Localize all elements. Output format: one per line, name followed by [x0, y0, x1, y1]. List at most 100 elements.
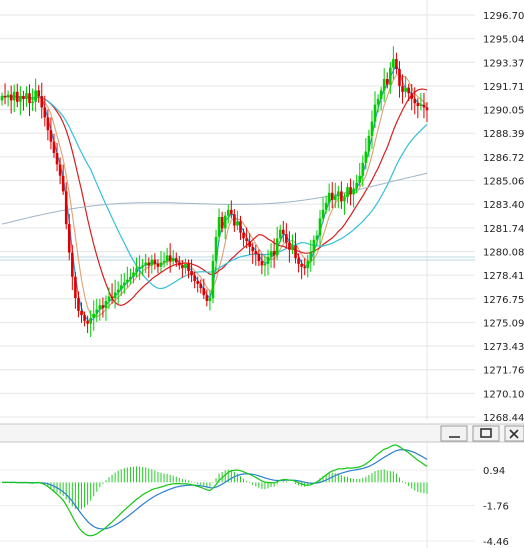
candle-body: [153, 259, 157, 264]
candle-body: [233, 214, 236, 226]
price-tick-label: 1283.40: [483, 200, 524, 211]
candle-body: [77, 298, 80, 311]
candle: [9, 85, 13, 114]
candle: [202, 278, 206, 300]
panel-divider[interactable]: [0, 423, 524, 443]
candle: [141, 258, 144, 276]
candle: [49, 117, 53, 150]
candle-body: [34, 90, 37, 102]
candle: [346, 183, 349, 204]
candle-body: [174, 258, 178, 263]
candle-body: [89, 317, 92, 324]
candle: [324, 195, 328, 214]
candle-body: [12, 91, 16, 101]
candle-body: [156, 263, 160, 267]
candle-body: [55, 152, 59, 165]
candle: [153, 253, 157, 270]
candle: [364, 138, 368, 170]
candle: [156, 259, 160, 274]
restore-icon: [480, 428, 492, 438]
candle: [285, 223, 288, 249]
candle-body: [404, 87, 407, 92]
candle-body: [22, 96, 25, 99]
candle-body: [288, 242, 291, 250]
candle-body: [83, 315, 86, 321]
candle-body: [392, 59, 395, 68]
price-tick-label: 1281.74: [483, 224, 524, 235]
candle-body: [330, 192, 334, 200]
candle: [389, 61, 392, 94]
candle-body: [92, 313, 96, 318]
candle: [361, 155, 365, 187]
candle-body: [352, 188, 355, 195]
candle: [327, 183, 331, 212]
candle: [107, 287, 111, 309]
price-axis: 1296.70 1295.04 1293.37 1291.71 1290.05 1288.…: [483, 11, 524, 424]
candle: [83, 311, 86, 327]
candle-body: [202, 288, 206, 296]
ma-long-line: [1, 95, 428, 290]
candle: [300, 259, 303, 280]
candle: [407, 83, 410, 102]
candle: [288, 231, 291, 263]
macd-lines: [1, 444, 428, 537]
candle: [239, 215, 242, 240]
candle-body: [248, 241, 251, 247]
candle: [236, 210, 239, 231]
candle-body: [123, 282, 126, 286]
candle: [376, 94, 380, 113]
candle: [110, 283, 114, 304]
candle-body: [19, 96, 22, 102]
restore-button[interactable]: [472, 425, 500, 442]
candle: [168, 243, 172, 273]
candle-body: [242, 232, 245, 239]
candle: [251, 242, 255, 264]
candle-body: [135, 268, 138, 273]
candle: [309, 239, 313, 272]
price-tick-label: 1295.04: [483, 35, 524, 46]
candle: [71, 244, 74, 291]
candle: [46, 109, 50, 141]
candle: [269, 243, 273, 268]
candle: [254, 244, 258, 266]
candle: [321, 197, 325, 223]
candle-body: [110, 296, 114, 299]
candle: [330, 182, 334, 209]
candle-body: [205, 295, 209, 301]
candle: [98, 298, 102, 321]
candle-body: [413, 98, 417, 104]
candle-body: [306, 261, 310, 269]
candle: [278, 224, 282, 243]
price-tick-label: 1296.70: [483, 11, 524, 22]
candle: [340, 181, 343, 209]
price-tick-label: 1291.71: [483, 82, 524, 93]
candle: [37, 85, 40, 103]
candle: [395, 52, 398, 75]
candle: [223, 211, 227, 240]
candle-body: [272, 251, 276, 256]
candle: [86, 315, 89, 333]
candle-body: [389, 67, 392, 85]
candle: [333, 182, 337, 209]
minimize-button[interactable]: [440, 425, 468, 442]
close-button[interactable]: [504, 425, 524, 442]
candle-body: [129, 276, 132, 280]
candle: [25, 86, 28, 107]
candle-body: [211, 261, 215, 299]
candle: [343, 193, 346, 215]
candle: [150, 254, 154, 274]
candle: [312, 235, 316, 266]
price-tick-label: 1293.37: [483, 58, 524, 69]
candle: [3, 83, 7, 105]
candle-body: [199, 283, 203, 289]
candle-body: [193, 275, 196, 282]
candle: [101, 297, 105, 318]
candle: [416, 98, 420, 119]
candle-body: [266, 256, 270, 264]
candle: [196, 276, 199, 293]
candle: [214, 229, 218, 272]
candle-body: [327, 192, 331, 203]
candle: [123, 272, 126, 294]
candle-body: [150, 259, 154, 266]
candle: [22, 90, 25, 111]
